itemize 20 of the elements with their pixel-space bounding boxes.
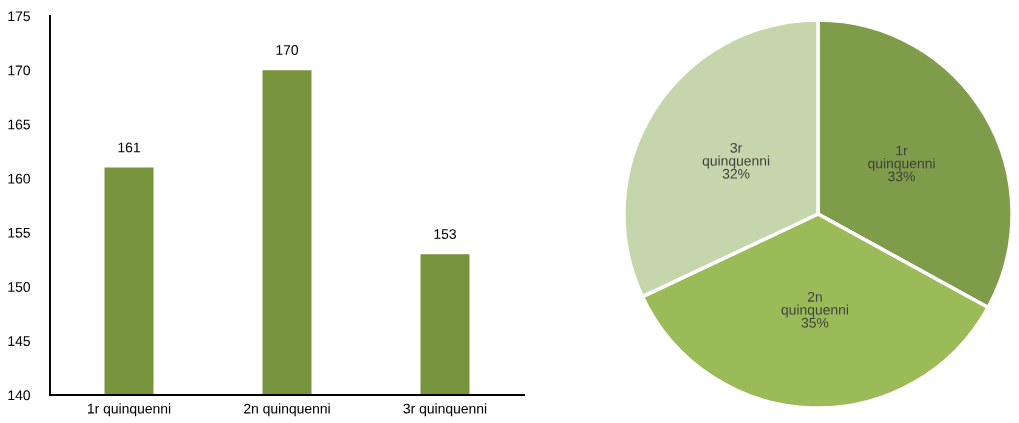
y-tick-label: 165 (8, 119, 30, 130)
data-label: 153 (434, 229, 456, 239)
data-label: 33% (888, 171, 915, 182)
x-tick-label: 2n quinquenni (244, 403, 330, 417)
y-tick-label: 160 (8, 173, 31, 184)
x-tick-label: 3r quinquenni (403, 403, 487, 417)
data-label: 170 (276, 45, 299, 55)
slice-label: 1r quinquenni (868, 145, 935, 172)
y-tick-label: 170 (8, 65, 31, 76)
y-tick-label: 150 (8, 282, 31, 292)
data-label: 161 (118, 142, 140, 153)
y-tick-label: 140 (8, 390, 31, 401)
data-label: 32% (722, 168, 750, 179)
data-label: 35% (801, 317, 829, 328)
slice-label: 2n quinquenni (781, 291, 848, 318)
y-tick-label: 175 (8, 11, 30, 22)
y-tick-label: 145 (8, 336, 30, 347)
y-tick-label: 155 (8, 228, 30, 238)
x-tick-label: 1r quinquenni (87, 403, 171, 417)
slice-label: 3r quinquenni (702, 142, 770, 169)
